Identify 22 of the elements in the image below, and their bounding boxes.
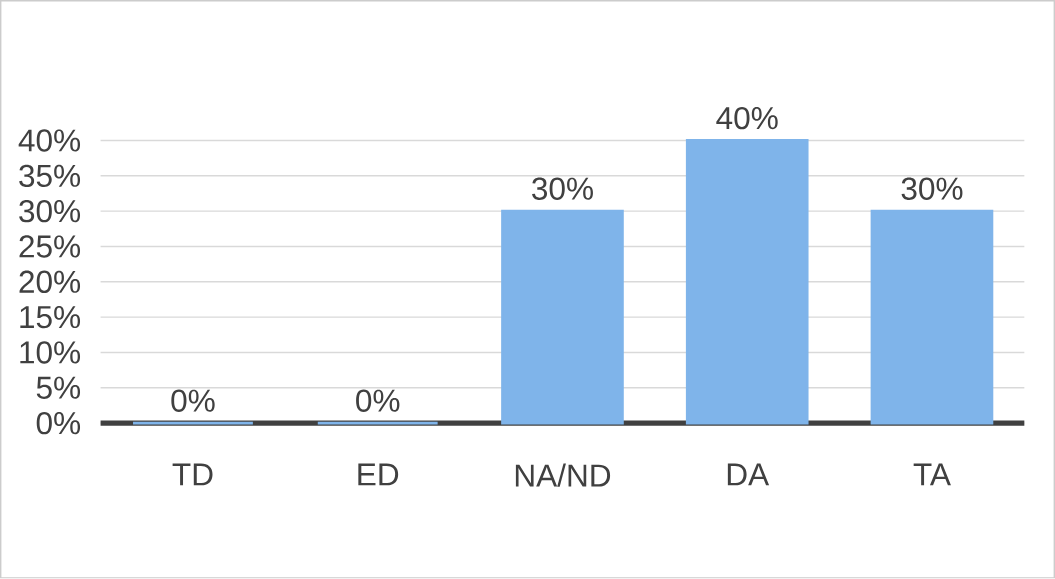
y-tick-label: 5%: [36, 376, 81, 400]
x-tick-label: ED: [358, 463, 399, 486]
y-tick-label: 10%: [20, 341, 81, 364]
x-tick-label: TD: [172, 463, 213, 486]
y-tick-label: 25%: [19, 235, 81, 258]
bar: [870, 209, 994, 425]
data-label: 30%: [901, 177, 963, 201]
x-tick-label: DA: [727, 463, 770, 486]
y-tick-label: 30%: [19, 200, 81, 223]
y-tick-label: 20%: [19, 270, 81, 294]
bar: [501, 209, 624, 425]
y-tick-label: 0%: [36, 412, 81, 435]
data-label: 40%: [716, 107, 778, 130]
bar: [685, 139, 809, 425]
y-tick-label: 35%: [19, 164, 81, 188]
data-label: 0%: [171, 389, 215, 413]
y-tick-label: 40%: [18, 129, 81, 152]
x-tick-label: NA/ND: [515, 463, 611, 488]
y-tick-label: 15%: [20, 306, 81, 329]
data-label: 30%: [532, 177, 593, 201]
x-tick-label: TA: [913, 463, 951, 486]
data-label: 0%: [356, 389, 400, 413]
